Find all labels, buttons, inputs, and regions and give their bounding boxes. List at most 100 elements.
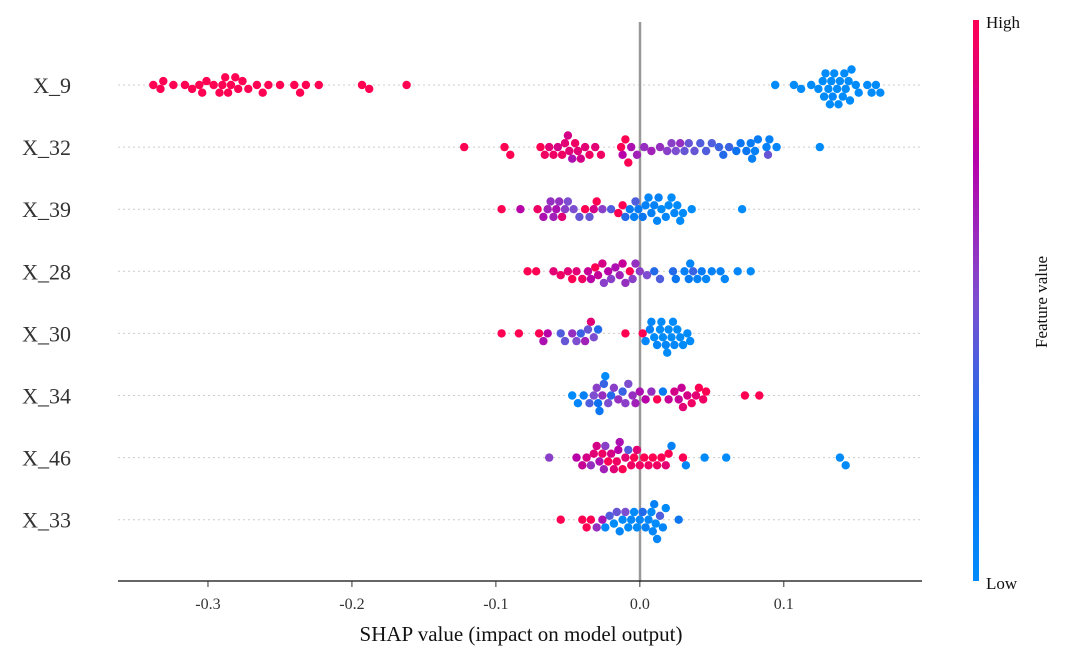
data-point [641, 201, 650, 210]
data-point [664, 395, 673, 404]
data-point [631, 197, 640, 206]
data-point [556, 329, 565, 338]
data-point [644, 461, 653, 470]
data-point [635, 515, 644, 524]
data-point [647, 146, 656, 156]
data-point [187, 84, 197, 94]
data-point [231, 73, 240, 82]
data-point [598, 449, 607, 458]
data-point [687, 205, 696, 214]
data-point [543, 205, 552, 214]
data-point [638, 329, 647, 338]
data-point [650, 333, 659, 342]
data-point [746, 267, 755, 276]
data-point [661, 340, 670, 350]
data-point [563, 267, 573, 276]
data-point [621, 135, 630, 144]
data-point [264, 80, 273, 90]
data-point [687, 399, 696, 408]
feature-label-x-30: X_30 [22, 321, 71, 346]
data-point [572, 336, 581, 346]
data-point [497, 205, 506, 214]
x-axis-ticks: -0.3 -0.2 -0.1 0.0 0.1 [195, 581, 794, 613]
data-point [624, 379, 633, 389]
data-point [638, 507, 647, 517]
data-point [876, 88, 885, 97]
data-point [545, 453, 554, 462]
data-point [195, 80, 204, 90]
data-point [555, 197, 564, 206]
data-point [645, 325, 655, 334]
data-point [641, 523, 650, 532]
data-point [618, 465, 627, 474]
data-point [680, 267, 689, 276]
data-point [557, 212, 567, 222]
data-point [647, 507, 656, 517]
data-point [815, 142, 824, 152]
data-point [615, 271, 624, 280]
data-point [650, 500, 659, 509]
data-point [618, 150, 627, 159]
data-point [621, 399, 630, 408]
data-point [688, 267, 698, 276]
data-point [641, 336, 650, 346]
x-tick-label: 0.1 [774, 596, 794, 613]
data-point [560, 205, 570, 214]
data-point [543, 329, 552, 338]
data-point [221, 73, 230, 82]
data-point [514, 329, 524, 338]
data-point [638, 212, 647, 222]
data-point [697, 267, 706, 276]
data-point [629, 507, 639, 517]
data-point [616, 142, 626, 152]
data-point [618, 201, 627, 210]
data-point [631, 399, 640, 408]
data-point [568, 274, 577, 284]
data-point [796, 84, 806, 94]
data-point [595, 457, 604, 466]
data-point [592, 523, 601, 532]
data-point [819, 92, 829, 101]
data-point [592, 441, 601, 451]
data-point [606, 391, 616, 400]
data-point [218, 80, 227, 90]
data-point [763, 150, 773, 159]
data-point [601, 441, 610, 451]
data-point [604, 399, 613, 408]
data-point [668, 317, 678, 326]
data-point [658, 523, 668, 532]
data-point [576, 154, 585, 163]
data-point [707, 267, 716, 276]
data-point [314, 80, 323, 90]
data-point [835, 453, 845, 462]
data-point [180, 80, 190, 90]
data-point [867, 88, 876, 97]
data-point [523, 267, 532, 276]
data-point [198, 88, 207, 97]
data-point [789, 80, 799, 90]
x-axis-label: SHAP value (impact on model output) [360, 622, 683, 646]
data-point [628, 391, 637, 400]
data-point [640, 453, 649, 462]
data-point [598, 259, 607, 268]
data-point [615, 437, 624, 447]
data-point [835, 76, 845, 86]
data-point [647, 208, 656, 218]
data-point [736, 139, 745, 148]
data-point [716, 267, 725, 276]
data-point [684, 274, 693, 284]
data-point [632, 150, 642, 159]
data-point [684, 139, 693, 148]
feature-label-x-39: X_39 [22, 197, 71, 222]
data-point [599, 379, 609, 389]
data-point [750, 146, 760, 156]
data-point [621, 329, 630, 338]
data-point [647, 317, 656, 326]
data-point [621, 453, 630, 462]
data-point [629, 453, 639, 462]
data-point [244, 84, 253, 94]
data-point [609, 465, 619, 474]
data-point [676, 216, 685, 225]
data-point [497, 329, 506, 338]
data-point [624, 158, 633, 167]
